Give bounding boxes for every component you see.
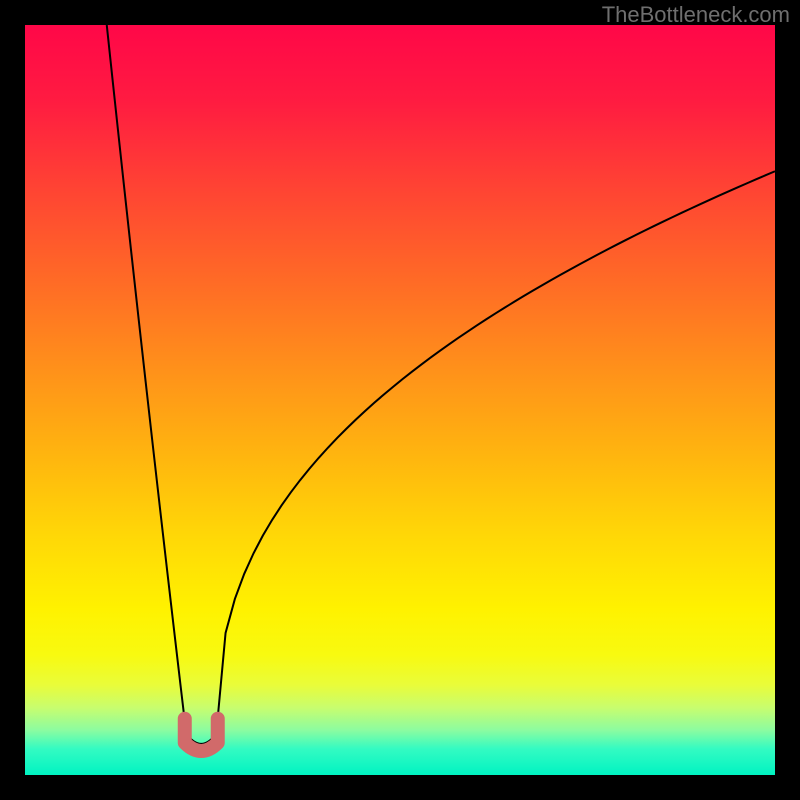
watermark-text: TheBottleneck.com: [602, 2, 790, 28]
bottleneck-chart: TheBottleneck.com: [0, 0, 800, 800]
chart-svg: [0, 0, 800, 800]
